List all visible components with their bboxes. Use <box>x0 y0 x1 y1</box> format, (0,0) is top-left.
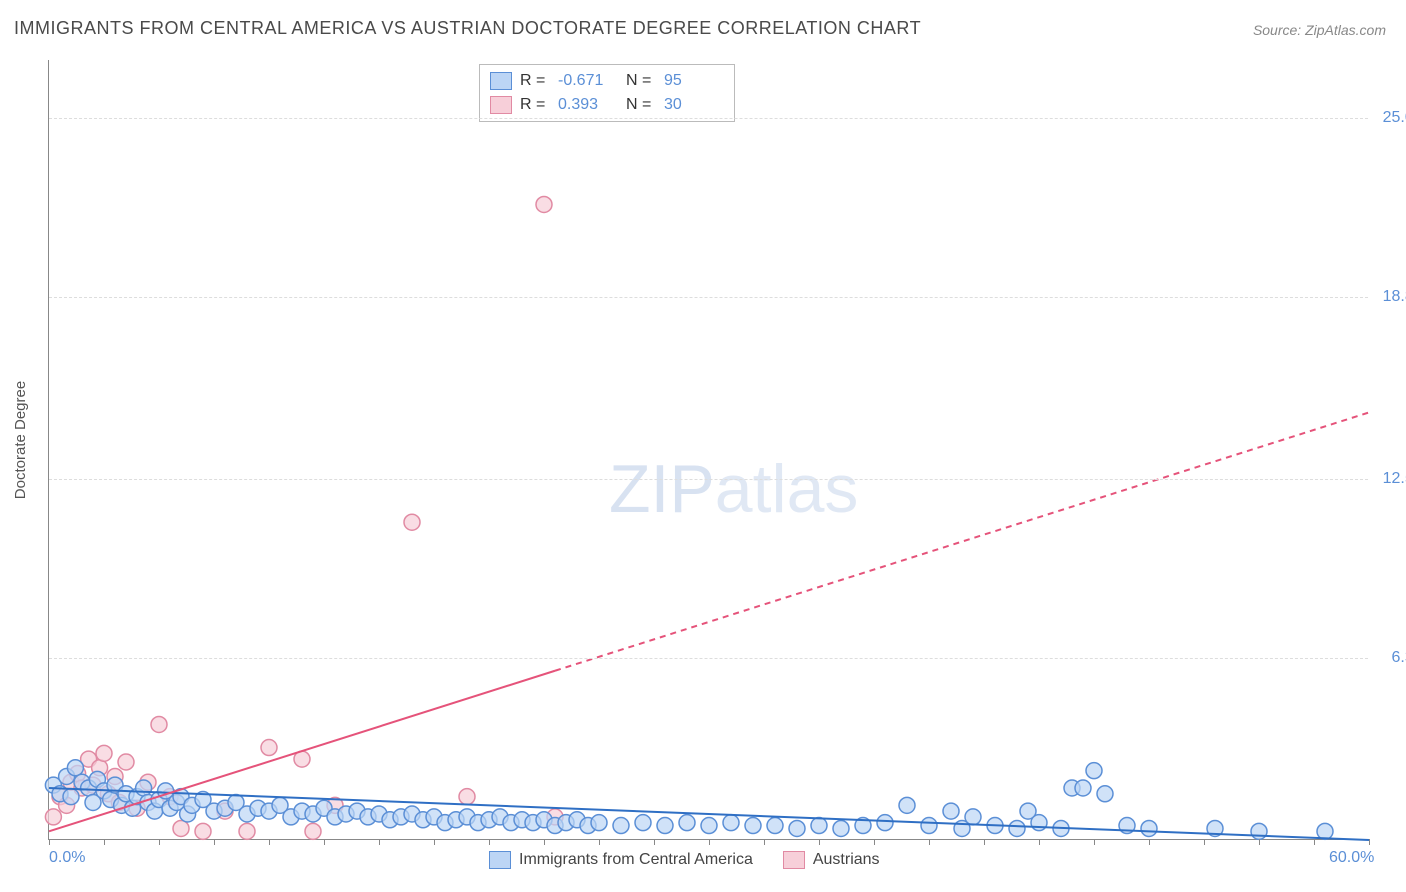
x-tick <box>49 839 50 845</box>
legend-row-series1: R = -0.671 N = 95 <box>490 69 724 93</box>
grid-line <box>49 118 1368 119</box>
legend-row-series2: R = 0.393 N = 30 <box>490 93 724 117</box>
x-tick <box>764 839 765 845</box>
r-value-1: -0.671 <box>558 72 618 90</box>
x-tick <box>379 839 380 845</box>
x-tick <box>1369 839 1370 845</box>
r-value-2: 0.393 <box>558 96 618 114</box>
y-tick-label: 18.8% <box>1383 288 1406 306</box>
y-tick-label: 12.5% <box>1383 470 1406 488</box>
x-tick <box>159 839 160 845</box>
x-tick <box>324 839 325 845</box>
x-tick <box>984 839 985 845</box>
x-tick <box>1259 839 1260 845</box>
n-label: N = <box>626 96 656 114</box>
x-tick <box>874 839 875 845</box>
x-tick-label: 60.0% <box>1329 849 1374 867</box>
r-label: R = <box>520 96 550 114</box>
x-tick <box>544 839 545 845</box>
x-tick <box>434 839 435 845</box>
n-value-2: 30 <box>664 96 724 114</box>
x-tick <box>214 839 215 845</box>
y-axis-label: Doctorate Degree <box>12 381 29 499</box>
x-tick-label: 0.0% <box>49 849 85 867</box>
x-tick <box>709 839 710 845</box>
y-tick-label: 6.3% <box>1392 649 1406 667</box>
legend-swatch-blue <box>490 72 512 90</box>
legend-swatch-pink <box>490 96 512 114</box>
correlation-legend: R = -0.671 N = 95 R = 0.393 N = 30 <box>479 64 735 122</box>
bottom-legend-item-2: Austrians <box>783 851 880 869</box>
x-tick <box>1314 839 1315 845</box>
chart-plot-area: ZIPatlas R = -0.671 N = 95 R = 0.393 N =… <box>48 60 1368 840</box>
chart-title: IMMIGRANTS FROM CENTRAL AMERICA VS AUSTR… <box>14 18 921 39</box>
x-tick <box>819 839 820 845</box>
y-tick-label: 25.0% <box>1383 109 1406 127</box>
grid-line <box>49 658 1368 659</box>
scatter-plot-svg <box>49 60 1368 839</box>
x-tick <box>929 839 930 845</box>
x-tick <box>1039 839 1040 845</box>
bottom-legend-item-1: Immigrants from Central America <box>489 851 753 869</box>
r-label: R = <box>520 72 550 90</box>
series2-name: Austrians <box>813 851 880 869</box>
grid-line <box>49 479 1368 480</box>
x-tick <box>269 839 270 845</box>
x-tick <box>654 839 655 845</box>
legend-swatch-blue <box>489 851 511 869</box>
n-label: N = <box>626 72 656 90</box>
bottom-legend: Immigrants from Central America Austrian… <box>489 851 880 869</box>
x-tick <box>599 839 600 845</box>
x-tick <box>104 839 105 845</box>
x-tick <box>1204 839 1205 845</box>
source-attribution: Source: ZipAtlas.com <box>1253 22 1386 38</box>
grid-line <box>49 297 1368 298</box>
x-tick <box>489 839 490 845</box>
x-tick <box>1094 839 1095 845</box>
series1-name: Immigrants from Central America <box>519 851 753 869</box>
x-tick <box>1149 839 1150 845</box>
n-value-1: 95 <box>664 72 724 90</box>
legend-swatch-pink <box>783 851 805 869</box>
